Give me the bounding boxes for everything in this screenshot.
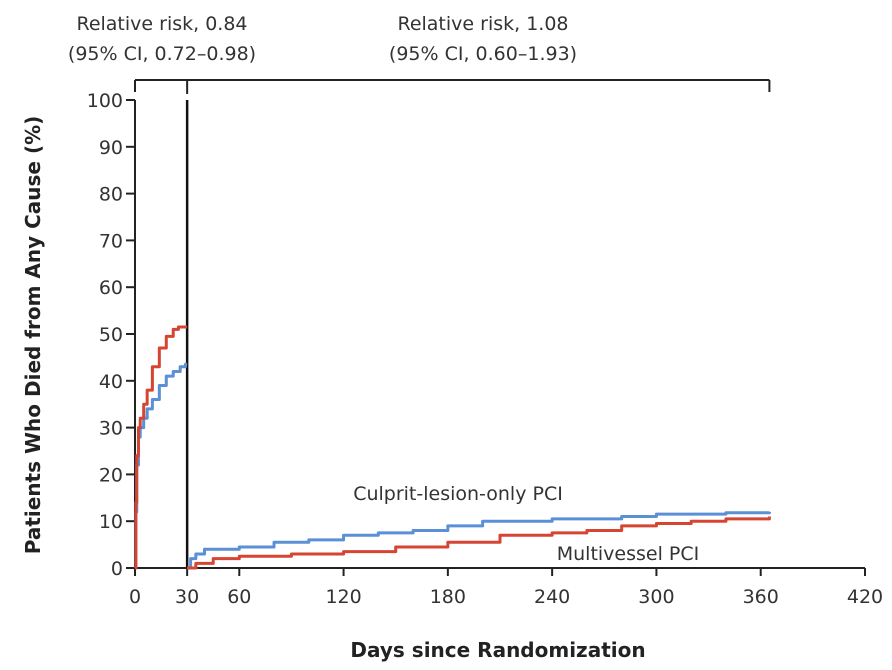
y-tick-label: 0 (111, 558, 123, 580)
y-tick-label: 80 (99, 184, 123, 206)
y-axis-title: Patients Who Died from Any Cause (%) (21, 116, 45, 555)
series-line-multivessel-segment-2 (187, 516, 771, 570)
y-tick-label: 40 (99, 371, 123, 393)
x-axis-title: Days since Randomization (350, 638, 645, 662)
series-group (134, 325, 771, 570)
annotation-right-line2: (95% CI, 0.60–1.93) (389, 43, 577, 65)
y-ticks: 0 10 20 30 40 50 60 70 80 90 100 (87, 90, 135, 580)
series-line-culprit-segment-1 (134, 362, 188, 570)
series-label-culprit: Culprit-lesion-only PCI (353, 483, 563, 505)
y-tick-label: 50 (99, 324, 123, 346)
y-tick-label: 100 (87, 90, 123, 112)
series-line-culprit-segment-2 (187, 511, 771, 570)
y-tick-label: 20 (99, 464, 123, 486)
series-label-multivessel: Multivessel PCI (557, 543, 700, 565)
x-ticks: 0 30 60 120 180 240 300 360 420 (129, 568, 883, 608)
x-tick-label: 240 (534, 586, 570, 608)
relative-risk-bracket (134, 79, 771, 94)
x-tick-label: 180 (430, 586, 466, 608)
x-tick-label: 60 (227, 586, 251, 608)
x-tick-label: 30 (175, 586, 199, 608)
y-tick-label: 30 (99, 418, 123, 440)
x-tick-label: 420 (847, 586, 883, 608)
x-tick-label: 0 (129, 586, 141, 608)
x-tick-label: 120 (325, 586, 361, 608)
annotation-left-line1: Relative risk, 0.84 (76, 13, 247, 35)
series-line-multivessel-segment-1 (134, 325, 188, 570)
y-tick-label: 10 (99, 511, 123, 533)
y-tick-label: 70 (99, 230, 123, 252)
y-tick-label: 60 (99, 277, 123, 299)
y-tick-label: 90 (99, 137, 123, 159)
annotation-right-line1: Relative risk, 1.08 (397, 13, 568, 35)
x-tick-label: 300 (638, 586, 674, 608)
x-tick-label: 360 (743, 586, 779, 608)
annotation-left-line2: (95% CI, 0.72–0.98) (68, 43, 256, 65)
